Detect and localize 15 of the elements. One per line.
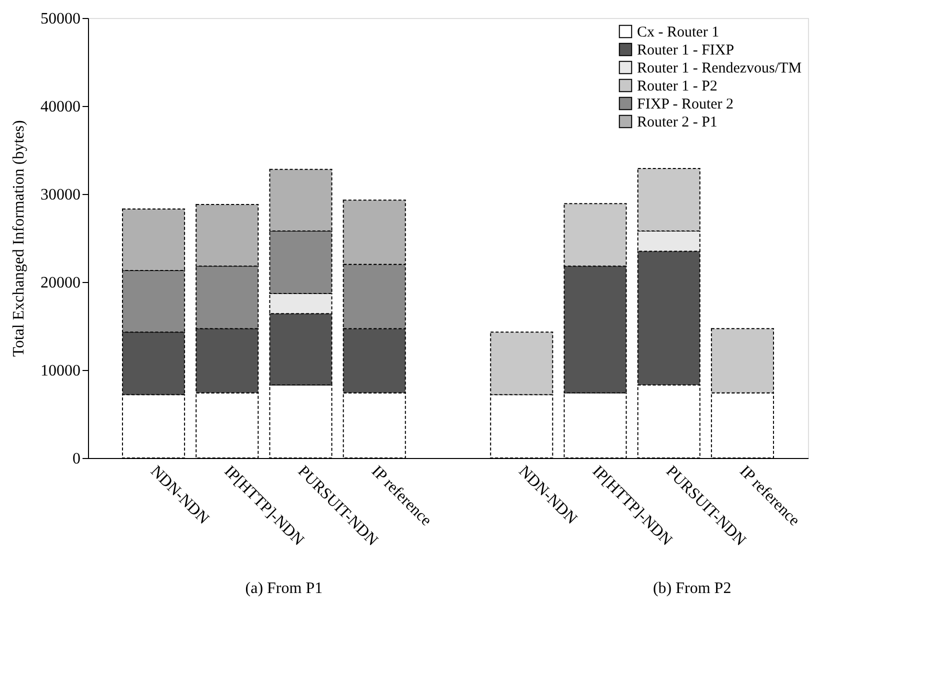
y-tick-label: 50000 (40, 10, 80, 28)
legend-label: Router 2 - P1 (637, 114, 718, 130)
text: (b) From P2 (652, 580, 732, 597)
text: (a) From P1 (245, 580, 323, 597)
y-tick-label: 10000 (40, 362, 80, 380)
legend-label: Router 1 - P2 (637, 78, 718, 94)
y-tick-label: 30000 (40, 186, 80, 204)
legend-label: Router 1 - Rendezvous/TM (637, 60, 802, 76)
y-tick-label: 40000 (40, 98, 80, 116)
legend-label: FIXP - Router 2 (637, 96, 734, 112)
y-tick-label: 20000 (40, 274, 80, 292)
y-axis-title: Total Exchanged Information (bytes) (10, 120, 28, 357)
legend-label: Router 1 - FIXP (637, 42, 734, 58)
y-tick-label: 0 (72, 450, 80, 468)
legend-label: Cx - Router 1 (637, 24, 720, 40)
